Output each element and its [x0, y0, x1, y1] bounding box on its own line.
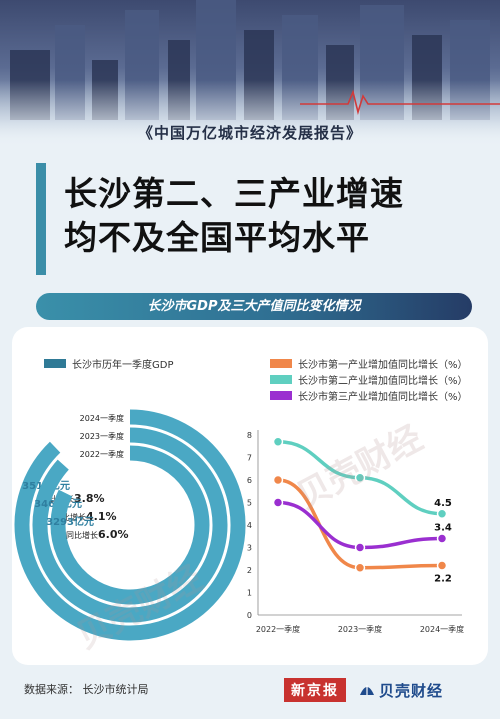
y-tick-label: 0 — [247, 611, 252, 620]
y-tick-label: 4 — [247, 521, 252, 530]
x-tick-label: 2024一季度 — [420, 624, 464, 634]
primary-industry-point — [354, 562, 366, 573]
y-tick-label: 5 — [247, 499, 252, 508]
tertiary-industry-point — [272, 497, 284, 508]
secondary-legend-label: 长沙市第二产业增加值同比增长（%） — [298, 375, 468, 387]
x-tick-label: 2023一季度 — [338, 624, 382, 634]
gdp-growth-value: 4.1% — [86, 510, 117, 523]
tertiary-legend-label: 长沙市第三产业增加值同比增长（%） — [298, 391, 468, 403]
secondary-legend-swatch — [270, 374, 292, 384]
y-tick-label: 7 — [247, 454, 252, 463]
data-source-label: 数据来源： — [24, 683, 79, 696]
y-tick-label: 3 — [247, 544, 252, 553]
chart-subtitle: 长沙市GDP及三大产值同比变化情况 — [36, 293, 472, 320]
gdp-legend-label: 长沙市历年一季度GDP — [72, 360, 174, 371]
gdp-legend: 长沙市历年一季度GDP — [44, 356, 173, 371]
beike-caijing-logo: 贝壳财经 — [379, 681, 444, 700]
radial-category-label: 2022一季度 — [80, 449, 124, 459]
primary-legend-swatch — [270, 358, 292, 368]
headline-line-1: 长沙第二、三产业增速 — [64, 174, 404, 213]
brand-logos: 新京报 贝壳财经 — [284, 678, 443, 702]
gdp-growth-label: 同比增长4.1% — [54, 510, 117, 523]
tertiary-industry-point — [354, 542, 366, 553]
pulse-line-icon — [300, 89, 500, 115]
primary-industry-point — [436, 560, 448, 571]
gdp-radial-bar — [32, 427, 228, 623]
legend-item-tertiary: 长沙市第三产业增加值同比增长（%） — [270, 387, 468, 403]
gdp-radial-chart: 2024一季度3512亿元同比增长3.8%2023一季度3468亿元同比增长4.… — [14, 409, 246, 641]
secondary-industry-point — [272, 436, 284, 447]
gdp-growth-prefix: 同比增长 — [66, 530, 98, 540]
y-tick-label: 2 — [247, 566, 252, 575]
gdp-value-label: 3293亿元 — [46, 515, 94, 528]
secondary-industry-point — [436, 508, 448, 519]
gdp-growth-value: 6.0% — [98, 528, 129, 541]
data-source: 数据来源： 长沙市统计局 — [24, 681, 149, 697]
shell-logo-icon — [360, 685, 374, 695]
industry-legend: 长沙市第一产业增加值同比增长（%） 长沙市第二产业增加值同比增长（%） 长沙市第… — [270, 355, 468, 403]
y-tick-label: 6 — [247, 476, 252, 485]
gdp-growth-value: 3.8% — [74, 492, 105, 505]
legend-item-primary: 长沙市第一产业增加值同比增长（%） — [270, 355, 468, 371]
secondary-end-value-label: 4.5 — [434, 498, 452, 509]
gdp-radial-bar — [14, 409, 246, 641]
y-tick-label: 1 — [247, 589, 252, 598]
gdp-radial-bar — [50, 445, 210, 605]
radial-category-label: 2024一季度 — [80, 413, 124, 423]
headline: 长沙第二、三产业增速 均不及全国平均水平 — [64, 172, 484, 260]
primary-industry-line — [276, 478, 444, 570]
y-tick-label: 8 — [247, 431, 252, 440]
gdp-growth-label: 同比增长6.0% — [66, 528, 129, 541]
primary-industry-point — [272, 474, 284, 486]
legend-item-secondary: 长沙市第二产业增加值同比增长（%） — [270, 371, 468, 387]
tertiary-legend-swatch — [270, 390, 292, 400]
data-source-value: 长沙市统计局 — [82, 683, 149, 696]
report-name: 《中国万亿城市经济发展报告》 — [137, 124, 362, 142]
primary-end-value-label: 2.2 — [434, 574, 452, 585]
radial-category-label: 2023一季度 — [80, 431, 124, 441]
xinjingbao-logo: 新京报 — [284, 678, 346, 702]
secondary-industry-point — [354, 472, 366, 483]
tertiary-end-value-label: 3.4 — [434, 523, 452, 534]
gdp-growth-prefix: 同比增长 — [54, 512, 86, 522]
primary-legend-label: 长沙市第一产业增加值同比增长（%） — [298, 359, 468, 371]
headline-accent-bar — [36, 163, 46, 275]
industry-growth-line-chart: 0 1 2 3 4 5 6 7 8 2022一季度 2023一季度 2024一季度 2.2 4.5 3.4 — [247, 430, 464, 634]
headline-line-2: 均不及全国平均水平 — [64, 218, 370, 257]
gdp-legend-swatch — [44, 359, 66, 368]
tertiary-industry-point — [436, 533, 448, 544]
city-skyline-banner — [0, 0, 500, 150]
x-tick-label: 2022一季度 — [256, 624, 300, 634]
